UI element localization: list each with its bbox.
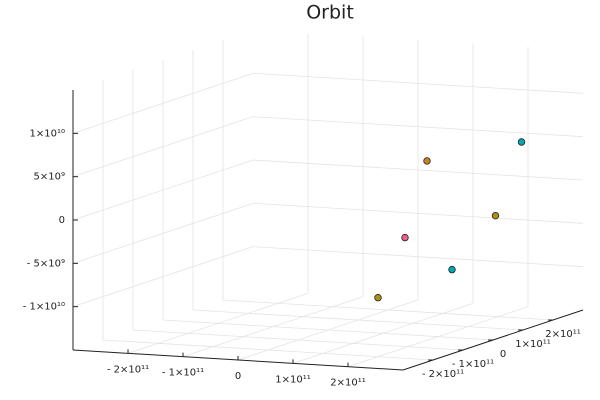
z-tick-label: - 5×10⁹ [27, 258, 65, 269]
grid-line [132, 329, 464, 351]
z-tick-label: - 1×10¹⁰ [23, 302, 65, 313]
grid-line [72, 116, 254, 178]
grid-line [252, 116, 584, 138]
data-point [401, 233, 409, 242]
data-point [423, 157, 431, 165]
grid-line [252, 246, 584, 268]
grid-line [72, 159, 254, 221]
x-tick-label: - 2×10¹¹ [107, 364, 149, 375]
grid-line [72, 202, 254, 264]
grid-line [222, 299, 554, 321]
grid-line [72, 246, 254, 308]
z-tick-label: 5×10⁹ [34, 172, 65, 183]
y-tick-label: - 1×10¹¹ [452, 359, 494, 370]
z-tick-label: 0 [59, 215, 65, 226]
data-point [517, 138, 526, 146]
grid-line [252, 159, 584, 181]
x-tick-label: - 1×10¹¹ [162, 368, 204, 379]
grid-line [102, 339, 434, 361]
y-tick-label: 0 [500, 349, 506, 360]
grid-line [72, 72, 254, 134]
grid-line [252, 202, 584, 224]
y-tick-label: 1×10¹¹ [515, 339, 550, 350]
z-tick-label: 1×10¹⁰ [30, 128, 65, 139]
x-tick-label: 2×10¹¹ [330, 378, 365, 389]
data-point [491, 211, 500, 220]
y-tick-label: 2×10¹¹ [545, 329, 580, 340]
data-point [448, 265, 456, 274]
grid-line [192, 309, 524, 331]
chart-title: Orbit [306, 2, 354, 24]
y-tick-label: - 2×10¹¹ [422, 369, 464, 380]
x-tick-label: 1×10¹¹ [275, 374, 310, 385]
grid-line [162, 319, 494, 341]
grid-line [252, 72, 584, 94]
x-tick-label: 0 [235, 371, 241, 382]
data-point [374, 294, 382, 302]
